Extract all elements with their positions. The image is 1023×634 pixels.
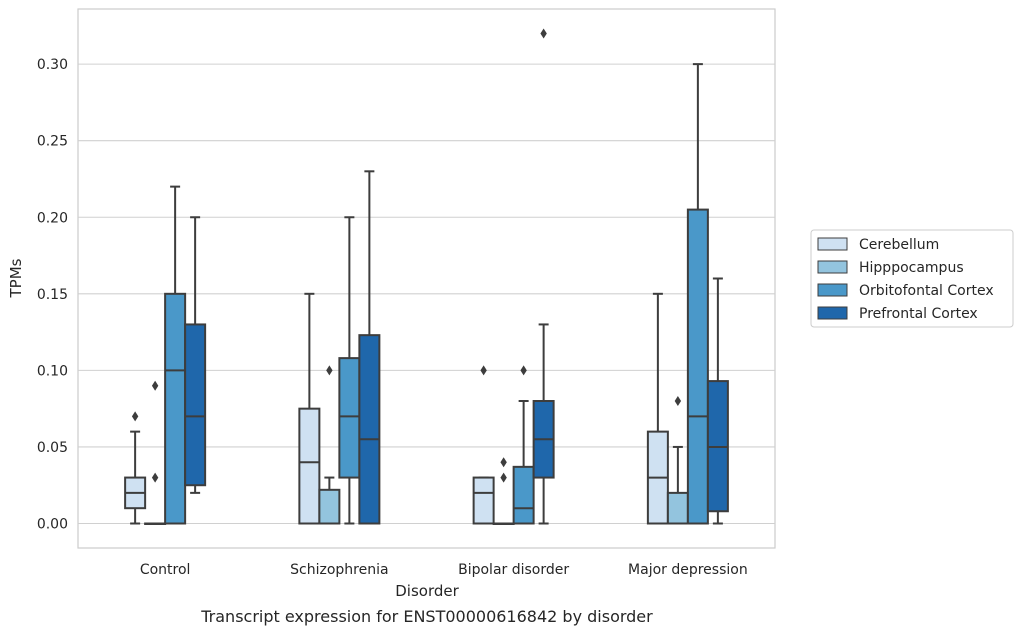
box-group — [184, 216, 207, 494]
legend-swatch — [817, 283, 848, 297]
box-group — [318, 365, 341, 525]
x-axis-label: Disorder — [395, 582, 459, 600]
x-tick-label: Control — [140, 562, 191, 578]
box-group — [532, 28, 555, 525]
y-tick-label: 0.15 — [37, 287, 68, 303]
outlier-point — [131, 411, 139, 422]
box-iqr — [686, 208, 709, 525]
legend-swatch — [817, 306, 848, 320]
box-group — [124, 411, 147, 525]
y-axis-label: TPMs — [7, 258, 25, 298]
legend-entry: Orbitofontal Cortex — [859, 283, 994, 299]
outlier-point — [151, 472, 159, 483]
outlier-point — [674, 396, 682, 406]
x-tick-label: Major depression — [628, 562, 748, 578]
y-tick-label: 0.30 — [37, 57, 68, 73]
outlier-point — [520, 365, 527, 376]
box-group — [472, 365, 495, 525]
box-group — [646, 292, 669, 525]
box-group — [686, 63, 709, 525]
outlier-point — [500, 472, 507, 483]
box-group — [706, 277, 729, 525]
box-iqr — [666, 491, 689, 525]
x-tick-label: Schizophrenia — [290, 562, 388, 578]
y-tick-label: 0.05 — [37, 440, 68, 456]
box-group — [666, 396, 689, 525]
y-tick-label: 0.25 — [37, 134, 68, 150]
x-tick-labels: Control Schizophrenia Bipolar disorder Majo… — [140, 562, 748, 578]
outlier-point — [326, 365, 333, 376]
legend-frame — [810, 229, 1014, 328]
outlier-point — [540, 28, 547, 39]
box-iqr — [512, 465, 535, 525]
legend-entry: Prefrontal Cortex — [859, 306, 978, 322]
box-group — [358, 170, 381, 525]
y-tick-label: 0.20 — [37, 210, 68, 226]
y-tick-labels: 0.00 0.05 0.10 0.15 0.20 0.25 0.30 — [37, 57, 68, 532]
box-group — [512, 365, 535, 525]
legend-swatch — [817, 237, 848, 251]
box-iqr — [298, 407, 321, 525]
box-iqr — [318, 488, 341, 525]
box-iqr — [164, 292, 187, 525]
box-series — [124, 28, 729, 525]
y-tick-label: 0.10 — [37, 363, 68, 379]
legend: Cerebellum Hipppocampus Orbitofontal Corte… — [810, 229, 1014, 328]
box-group — [144, 380, 167, 525]
box-group — [492, 457, 515, 525]
outlier-point — [500, 457, 507, 468]
x-tick-label: Bipolar disorder — [458, 562, 569, 578]
legend-entry: Hipppocampus — [859, 260, 964, 276]
legend-entry: Cerebellum — [859, 237, 939, 253]
box-iqr — [472, 476, 495, 525]
box-iqr — [338, 357, 361, 479]
box-iqr — [184, 323, 207, 487]
figure-caption: Transcript expression for ENST0000061684… — [200, 607, 653, 626]
outlier-point — [480, 365, 487, 376]
box-iqr — [358, 334, 381, 525]
box-group — [298, 292, 321, 525]
outlier-point — [151, 380, 159, 391]
legend-swatch — [817, 260, 848, 274]
y-tick-label: 0.00 — [37, 517, 68, 533]
